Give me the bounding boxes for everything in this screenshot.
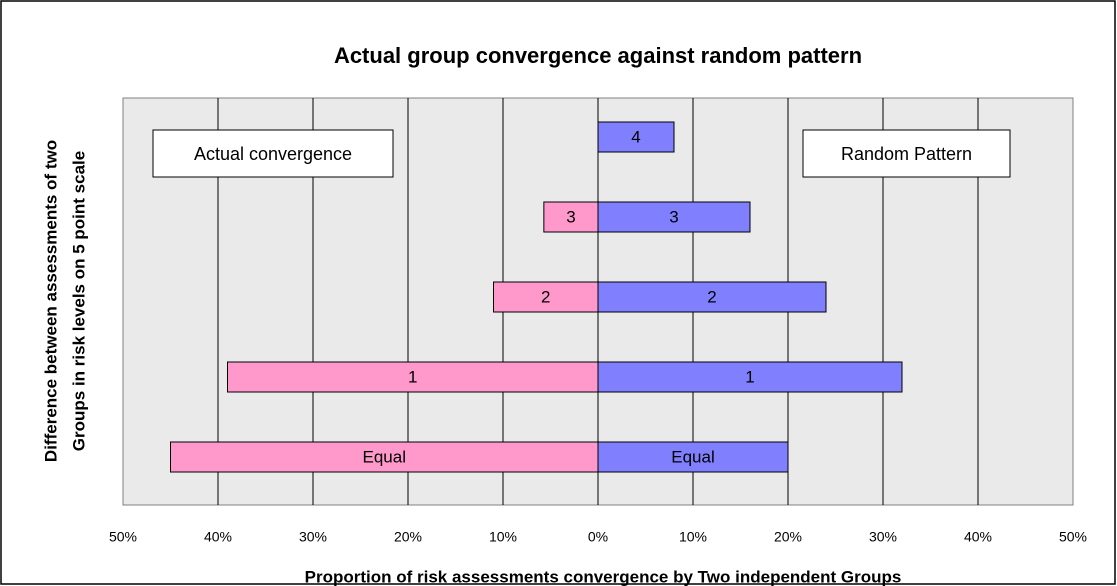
x-tick-label: 50% xyxy=(109,529,137,545)
legend-box xyxy=(152,129,394,178)
bar xyxy=(597,441,789,473)
x-axis-label: Proportion of risk assessments convergen… xyxy=(305,567,902,586)
bar xyxy=(227,361,599,393)
bar xyxy=(597,201,751,233)
x-tick-label: 10% xyxy=(679,529,707,545)
bar-label: 2 xyxy=(541,287,550,306)
bar xyxy=(170,441,599,473)
x-tick-label: 30% xyxy=(299,529,327,545)
x-tick-label: 20% xyxy=(774,529,802,545)
x-tick-label: 50% xyxy=(1059,529,1087,545)
bar-label: 3 xyxy=(566,207,575,226)
bar-label: 1 xyxy=(745,367,754,386)
legend-box xyxy=(802,129,1011,178)
bar xyxy=(597,121,675,153)
bar xyxy=(597,361,903,393)
x-tick-label: 40% xyxy=(204,529,232,545)
bar xyxy=(543,201,599,233)
bar-label: Equal xyxy=(363,447,406,466)
x-tick-label: 40% xyxy=(964,529,992,545)
legend-label: Random Pattern xyxy=(841,144,972,164)
y-axis-label: Groups in risk levels on 5 point scale xyxy=(69,151,88,451)
bar-label: 3 xyxy=(669,207,678,226)
x-tick-label: 0% xyxy=(588,529,608,545)
bar-label: Equal xyxy=(671,447,714,466)
x-tick-label: 30% xyxy=(869,529,897,545)
y-axis-label: Difference between assessments of two xyxy=(41,140,60,462)
bar-label: 4 xyxy=(631,127,640,146)
x-tick-label: 10% xyxy=(489,529,517,545)
x-tick-label: 20% xyxy=(394,529,422,545)
legend-label: Actual convergence xyxy=(194,144,352,164)
bar-label: 2 xyxy=(707,287,716,306)
bar xyxy=(493,281,599,313)
bar-label: 1 xyxy=(408,367,417,386)
chart-title: Actual group convergence against random … xyxy=(334,43,862,68)
bar xyxy=(597,281,827,313)
